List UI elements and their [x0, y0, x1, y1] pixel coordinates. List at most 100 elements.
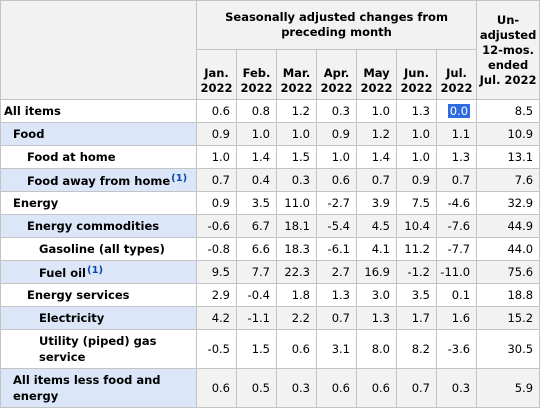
table-row: Energy commodities -0.6 6.7 18.1 -5.4 4.…: [0, 214, 540, 238]
row-label: Fuel oil(1): [0, 260, 197, 284]
cell: 3.5: [396, 283, 437, 307]
cell: 5.9: [476, 368, 540, 408]
cell: 1.3: [396, 99, 437, 123]
cell: 9.5: [196, 260, 237, 284]
cell: 1.8: [276, 283, 317, 307]
cell: 3.0: [356, 283, 397, 307]
cell: 0.1: [435, 283, 478, 307]
cell: 8.2: [396, 329, 437, 369]
cell: 1.2: [276, 99, 317, 123]
row-label: All items: [0, 99, 197, 123]
row-label: Energy: [0, 191, 197, 215]
cell: -1.1: [236, 306, 277, 330]
cell: 1.3: [316, 283, 357, 307]
cell: 18.3: [276, 237, 317, 261]
header-month: May 2022: [356, 49, 397, 100]
header-month: Jul. 2022: [435, 49, 478, 100]
cell: 8.5: [476, 99, 540, 123]
cell: 18.1: [276, 214, 317, 238]
cell: 7.7: [236, 260, 277, 284]
cell: -7.7: [435, 237, 478, 261]
cell: 2.2: [276, 306, 317, 330]
cell: 44.0: [476, 237, 540, 261]
row-label: All items less food and energy: [0, 368, 197, 408]
cell: 13.1: [476, 145, 540, 169]
header-corner: [0, 0, 197, 100]
cell: 32.9: [476, 191, 540, 215]
cell-selected[interactable]: 0.0: [435, 99, 478, 123]
header-unadjusted: Un-adjusted 12-mos. ended Jul. 2022: [476, 0, 540, 100]
cell: 1.7: [396, 306, 437, 330]
cell: 0.7: [356, 168, 397, 192]
row-label: Electricity: [0, 306, 197, 330]
cell: -3.6: [435, 329, 478, 369]
cell: 4.2: [196, 306, 237, 330]
cell: 1.0: [236, 122, 277, 146]
cell: -4.6: [435, 191, 478, 215]
cell: 15.2: [476, 306, 540, 330]
footnote-link[interactable]: (1): [171, 172, 188, 184]
cell: 1.0: [316, 145, 357, 169]
cell: 1.2: [356, 122, 397, 146]
cell: 22.3: [276, 260, 317, 284]
cell: 2.7: [316, 260, 357, 284]
cell: 1.4: [356, 145, 397, 169]
cell: 3.5: [236, 191, 277, 215]
cell: 0.9: [196, 122, 237, 146]
header-month: Jan. 2022: [196, 49, 237, 100]
cell: -7.6: [435, 214, 478, 238]
cell: 1.0: [396, 145, 437, 169]
cell: 11.2: [396, 237, 437, 261]
cell: -11.0: [435, 260, 478, 284]
cell: 0.7: [196, 168, 237, 192]
row-label: Food away from home(1): [0, 168, 197, 192]
cell: 1.5: [276, 145, 317, 169]
cell: 1.0: [356, 99, 397, 123]
cell: 6.6: [236, 237, 277, 261]
cell: 3.9: [356, 191, 397, 215]
table-row: Gasoline (all types) -0.8 6.6 18.3 -6.1 …: [0, 237, 540, 261]
cell: 0.4: [236, 168, 277, 192]
cell: 4.1: [356, 237, 397, 261]
cell: 0.6: [276, 329, 317, 369]
cell: 0.6: [356, 368, 397, 408]
cell: -0.6: [196, 214, 237, 238]
cell: -1.2: [396, 260, 437, 284]
header-month: Jun. 2022: [396, 49, 437, 100]
cell: 3.1: [316, 329, 357, 369]
table-row: All items less food and energy 0.6 0.5 0…: [0, 368, 540, 408]
cell: 0.3: [276, 168, 317, 192]
cell: 1.5: [236, 329, 277, 369]
header-month: Feb. 2022: [236, 49, 277, 100]
cell: 0.3: [316, 99, 357, 123]
row-label: Energy services: [0, 283, 197, 307]
cell: 0.9: [316, 122, 357, 146]
table-row: Food 0.9 1.0 1.0 0.9 1.2 1.0 1.1 10.9: [0, 122, 540, 146]
cell: 1.0: [276, 122, 317, 146]
header-span-title: Seasonally adjusted changes from precedi…: [195, 0, 478, 50]
cell: 6.7: [236, 214, 277, 238]
cell: 1.0: [396, 122, 437, 146]
cell: 0.8: [236, 99, 277, 123]
cell: -2.7: [316, 191, 357, 215]
table-row: Food at home 1.0 1.4 1.5 1.0 1.4 1.0 1.3…: [0, 145, 540, 169]
cell: 0.5: [236, 368, 277, 408]
cell: 0.6: [196, 368, 237, 408]
cell: -0.4: [236, 283, 277, 307]
cell: 0.7: [316, 306, 357, 330]
cell: 0.6: [196, 99, 237, 123]
cell: 44.9: [476, 214, 540, 238]
table-row: All items 0.6 0.8 1.2 0.3 1.0 1.3 0.0 8.…: [0, 99, 540, 123]
table-row: Utility (piped) gas service -0.5 1.5 0.6…: [0, 329, 540, 369]
cell: 16.9: [356, 260, 397, 284]
cell: -0.8: [196, 237, 237, 261]
cell: -6.1: [316, 237, 357, 261]
cell: 7.5: [396, 191, 437, 215]
cell: 0.6: [316, 368, 357, 408]
cell: 1.0: [196, 145, 237, 169]
header-month: Apr. 2022: [316, 49, 357, 100]
footnote-link[interactable]: (1): [87, 264, 104, 276]
cell: -0.5: [196, 329, 237, 369]
cell: 7.6: [476, 168, 540, 192]
